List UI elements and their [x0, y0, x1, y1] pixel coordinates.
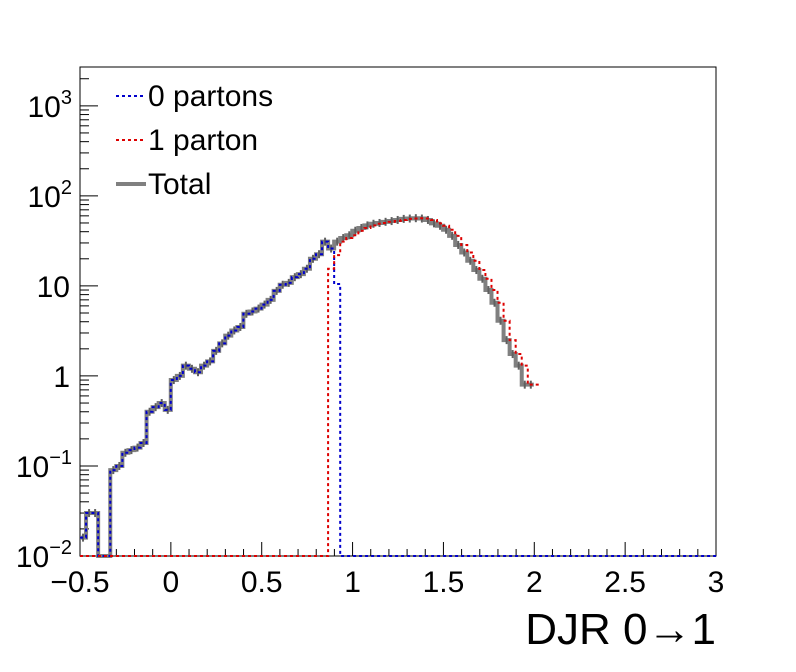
legend-label: 0 partons	[148, 80, 273, 113]
x-tick-label: 1	[344, 566, 361, 599]
y-tick-label: 102	[28, 177, 73, 214]
y-tick-label: 103	[28, 87, 73, 124]
legend: 0 partons 1 parton Total	[116, 80, 273, 201]
y-tick-label: 1	[53, 361, 70, 394]
y-axis-ticks: 10−2 10−1 1 10 102 103	[16, 78, 98, 574]
x-tick-label: 0	[163, 566, 180, 599]
x-tick-label: 0.5	[241, 566, 283, 599]
x-axis-ticks: −0.5 0 0.5 1 1.5 2 2.5 3	[50, 542, 724, 599]
series-layer	[80, 214, 716, 558]
legend-label: Total	[148, 168, 211, 201]
x-tick-label: 3	[708, 566, 725, 599]
y-tick-label: 10	[37, 271, 70, 304]
y-tick-label: 10−1	[16, 447, 72, 484]
x-tick-label: 1.5	[423, 566, 465, 599]
x-axis-title: DJR 0→1	[525, 605, 716, 654]
x-tick-label: −0.5	[50, 566, 109, 599]
x-tick-label: 2.5	[604, 566, 646, 599]
x-tick-label: 2	[526, 566, 543, 599]
series-0-partons	[80, 240, 716, 557]
series-1-parton	[80, 217, 540, 557]
legend-label: 1 parton	[148, 124, 258, 157]
y-tick-label: 10−2	[16, 537, 72, 574]
